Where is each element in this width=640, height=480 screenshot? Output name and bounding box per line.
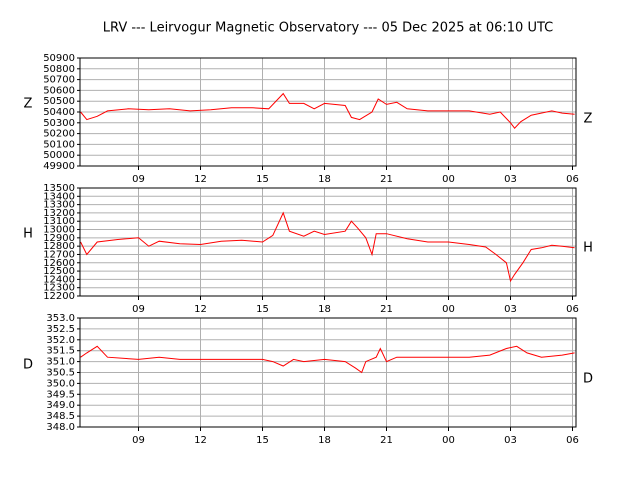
y-axis-label-right: H (583, 241, 593, 256)
y-tick-label: 348.5 (46, 411, 75, 422)
y-tick-label: 12800 (43, 241, 75, 252)
x-tick-label: 21 (380, 435, 393, 446)
data-line (80, 345, 575, 374)
x-tick-label: 00 (442, 174, 455, 185)
plot-frame (79, 57, 577, 167)
y-tick-label: 13000 (43, 225, 75, 236)
x-tick-label: 21 (380, 304, 393, 315)
x-tick-label: 09 (132, 435, 145, 446)
y-tick-label: 13400 (43, 191, 75, 202)
y-tick-label: 353.0 (46, 313, 75, 324)
x-tick-label: 09 (132, 304, 145, 315)
y-axis-label-right: Z (584, 112, 593, 127)
y-tick-label: 49900 (43, 161, 75, 172)
y-tick-label: 349.5 (46, 389, 75, 400)
y-tick-label: 12900 (43, 233, 75, 244)
y-tick-label: 12400 (43, 274, 75, 285)
x-tick-label: 00 (442, 435, 455, 446)
y-tick-label: 50900 (43, 53, 75, 64)
y-tick-label: 50500 (43, 96, 75, 107)
x-tick-label: 12 (194, 435, 207, 446)
y-tick-label: 350.0 (46, 378, 75, 389)
x-tick-label: 06 (566, 304, 579, 315)
y-tick-label: 50400 (43, 107, 75, 118)
x-tick-label: 09 (132, 174, 145, 185)
y-tick-label: 50000 (43, 150, 75, 161)
y-tick-label: 12500 (43, 266, 75, 277)
figure-title: LRV --- Leirvogur Magnetic Observatory -… (103, 21, 553, 36)
x-tick-label: 18 (318, 174, 331, 185)
y-tick-label: 50200 (43, 129, 75, 140)
y-tick-label: 349.0 (46, 400, 75, 411)
x-tick-label: 03 (504, 174, 517, 185)
y-axis-label-right: D (583, 372, 593, 387)
y-tick-label: 13200 (43, 208, 75, 219)
x-tick-label: 18 (318, 435, 331, 446)
y-tick-label: 351.5 (46, 346, 75, 357)
x-tick-label: 06 (566, 174, 579, 185)
x-tick-label: 03 (504, 304, 517, 315)
x-tick-label: 15 (256, 174, 269, 185)
y-tick-label: 348.0 (46, 422, 75, 433)
y-tick-label: 352.0 (46, 335, 75, 346)
y-tick-label: 352.5 (46, 324, 75, 335)
y-tick-label: 12300 (43, 283, 75, 294)
y-tick-label: 50300 (43, 118, 75, 129)
x-tick-label: 06 (566, 435, 579, 446)
y-tick-label: 50800 (43, 64, 75, 75)
y-axis-label: H (23, 227, 33, 242)
y-tick-label: 50700 (43, 75, 75, 86)
y-tick-label: 12700 (43, 249, 75, 260)
x-tick-label: 12 (194, 304, 207, 315)
y-tick-label: 350.5 (46, 368, 75, 379)
x-tick-label: 18 (318, 304, 331, 315)
data-line (80, 92, 575, 129)
y-tick-label: 351.0 (46, 357, 75, 368)
y-tick-label: 13300 (43, 200, 75, 211)
x-tick-label: 12 (194, 174, 207, 185)
y-tick-label: 13100 (43, 216, 75, 227)
y-tick-label: 13500 (43, 183, 75, 194)
y-axis-label: D (23, 358, 33, 373)
y-tick-label: 50100 (43, 139, 75, 150)
plot-frame (79, 317, 577, 428)
y-tick-label: 12200 (43, 291, 75, 302)
x-tick-label: 00 (442, 304, 455, 315)
x-tick-label: 15 (256, 304, 269, 315)
data-line (80, 211, 575, 283)
y-tick-label: 50600 (43, 85, 75, 96)
plot-frame (79, 187, 577, 297)
y-axis-label: Z (24, 97, 33, 112)
x-tick-label: 15 (256, 435, 269, 446)
x-tick-label: 21 (380, 174, 393, 185)
y-tick-label: 12600 (43, 258, 75, 269)
x-tick-label: 03 (504, 435, 517, 446)
